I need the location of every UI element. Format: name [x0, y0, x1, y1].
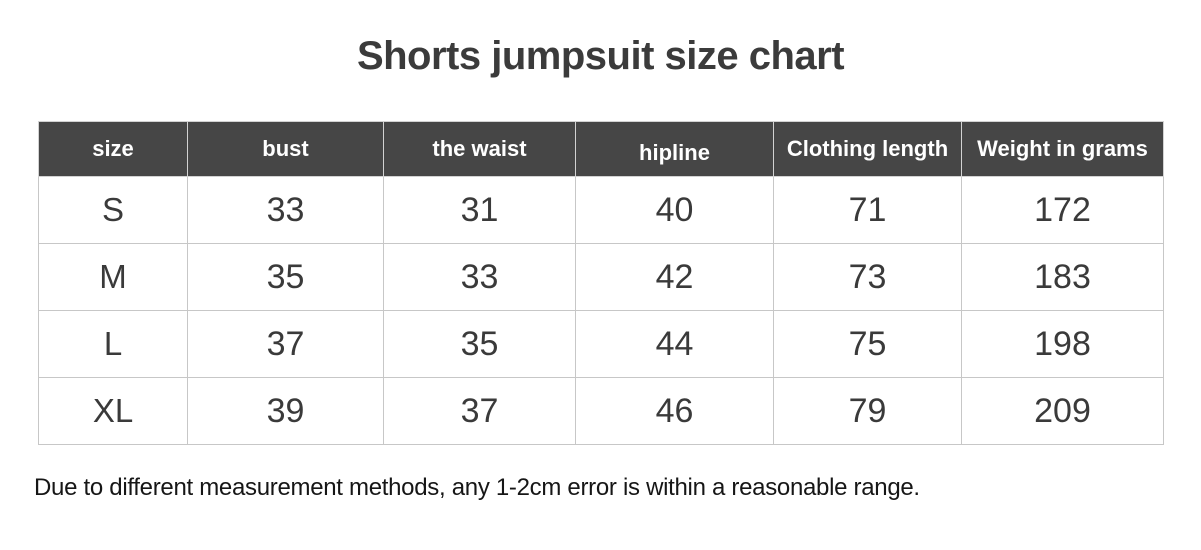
- value-cell: 37: [187, 310, 384, 378]
- page-title: Shorts jumpsuit size chart: [356, 34, 845, 78]
- value-cell: 79: [773, 377, 962, 445]
- value-cell: 31: [383, 176, 576, 244]
- value-cell: 35: [383, 310, 576, 378]
- value-cell: 183: [961, 243, 1164, 311]
- value-cell: 172: [961, 176, 1164, 244]
- column-header-size: size: [38, 121, 188, 177]
- value-cell: 33: [383, 243, 576, 311]
- table-row-l: L 37 35 44 75 198: [38, 310, 1164, 378]
- value-cell: 46: [575, 377, 774, 445]
- value-cell: 40: [575, 176, 774, 244]
- value-cell: 42: [575, 243, 774, 311]
- table-row-m: M 35 33 42 73 183: [38, 243, 1164, 311]
- column-header-the-waist: the waist: [383, 121, 576, 177]
- column-header-bust: bust: [187, 121, 384, 177]
- value-cell: 209: [961, 377, 1164, 445]
- size-label-cell: XL: [38, 377, 188, 445]
- table-header-row: size bust the waist hipline Clothing length W…: [38, 121, 1164, 177]
- value-cell: 44: [575, 310, 774, 378]
- column-header-clothing-length: Clothing length: [773, 121, 962, 177]
- size-chart-table-container: size bust the waist hipline Clothing length W…: [38, 121, 1164, 445]
- value-cell: 35: [187, 243, 384, 311]
- size-label-cell: M: [38, 243, 188, 311]
- value-cell: 73: [773, 243, 962, 311]
- size-chart-table: size bust the waist hipline Clothing length W…: [38, 121, 1164, 445]
- column-header-hipline: hipline: [575, 121, 774, 177]
- value-cell: 75: [773, 310, 962, 378]
- table-row-xl: XL 39 37 46 79 209: [38, 377, 1164, 445]
- value-cell: 37: [383, 377, 576, 445]
- size-label-cell: L: [38, 310, 188, 378]
- value-cell: 198: [961, 310, 1164, 378]
- value-cell: 71: [773, 176, 962, 244]
- table-row-s: S 33 31 40 71 172: [38, 176, 1164, 244]
- value-cell: 33: [187, 176, 384, 244]
- value-cell: 39: [187, 377, 384, 445]
- table-body: S 33 31 40 71 172 M 35 33 42 73 183 L 37 35 44 75 198 XL 39…: [38, 176, 1164, 445]
- size-label-cell: S: [38, 176, 188, 244]
- column-header-weight-in-grams: Weight in grams: [961, 121, 1164, 177]
- measurement-disclaimer: Due to different measurement methods, an…: [34, 474, 920, 501]
